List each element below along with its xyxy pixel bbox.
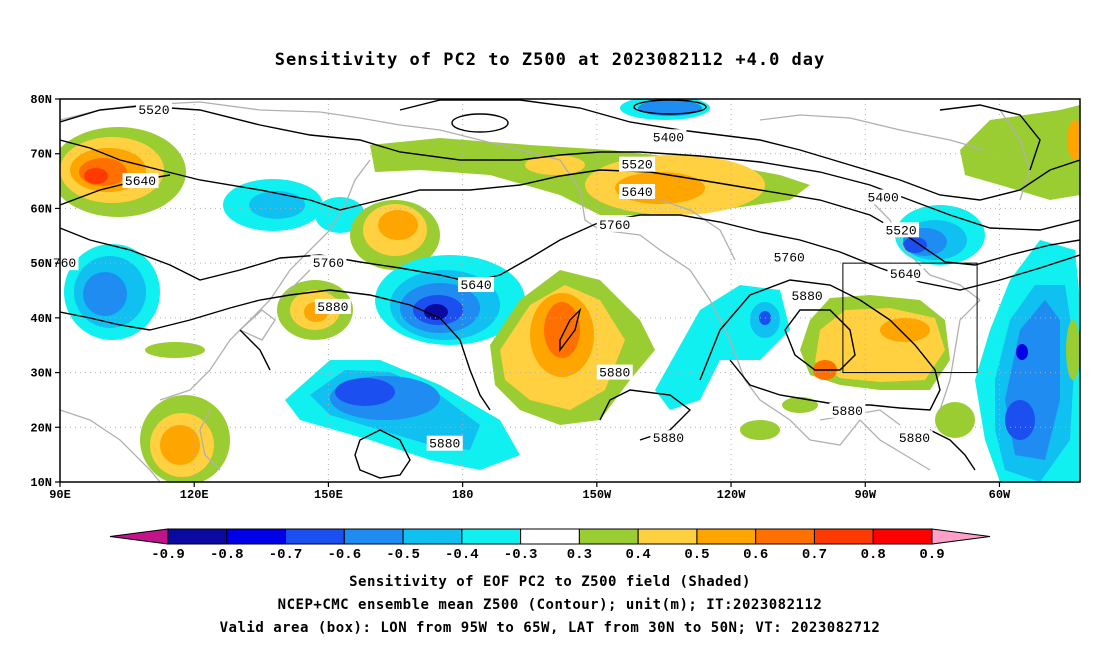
contour-label: 5880: [791, 289, 822, 304]
colorbar-label: 0.7: [802, 547, 827, 563]
lon-tick-label: 120W: [717, 488, 747, 502]
lon-tick-label: 150W: [582, 488, 612, 502]
colorbar-label: 0.8: [861, 547, 886, 563]
contour-label-bg: [865, 189, 902, 205]
map-title: Sensitivity of PC2 to Z500 at 2023082112…: [274, 50, 826, 70]
contour-labels: 5520564054005520564057605760540055205640…: [50, 101, 933, 452]
contour-label: 760: [53, 256, 76, 271]
colorbar-label: -0.3: [504, 547, 538, 563]
lon-tick-label: 120E: [180, 488, 209, 502]
contour-label: 5880: [317, 300, 348, 315]
colorbar-box: [813, 528, 874, 545]
latitude-axis: 80N 70N 60N 50N 40N 30N 20N 10N: [30, 93, 60, 490]
colorbar-box: [343, 528, 404, 545]
colorbar-box: [755, 528, 815, 545]
colorbar-label: 0.4: [626, 547, 651, 563]
colorbar-label: 0.9: [919, 547, 944, 563]
lon-tick-label: 150E: [314, 488, 343, 502]
colorbar-label: -0.7: [269, 547, 303, 563]
colorbar-box: [226, 528, 287, 545]
lat-tick-label: 10N: [30, 476, 52, 490]
colorbar-box: [578, 528, 639, 545]
contour-label-bg: [122, 173, 159, 189]
lat-tick-label: 30N: [30, 367, 52, 381]
colorbar-label: 0.5: [684, 547, 709, 563]
contour-label-bg: [596, 216, 633, 232]
contour-label: 5520: [138, 103, 169, 118]
colorbar-box: [167, 528, 228, 545]
lat-tick-label: 20N: [30, 421, 52, 435]
colorbar-box: [872, 528, 933, 545]
contour-label-bg: [829, 402, 866, 418]
colorbar-label: 0.6: [743, 547, 768, 563]
lat-tick-label: 70N: [30, 148, 52, 162]
contour-label: 5640: [125, 174, 156, 189]
contour-label-bg: [314, 298, 351, 314]
contour-label: 5880: [429, 437, 460, 452]
lat-tick-label: 50N: [30, 257, 52, 271]
contour-label-bg: [650, 430, 687, 446]
contour-label: 5760: [313, 256, 344, 271]
contour-label-bg: [650, 129, 687, 145]
contour-label-bg: [789, 287, 826, 303]
caption-line-2: NCEP+CMC ensemble mean Z500 (Contour); u…: [277, 597, 823, 613]
contour-label-bg: [896, 430, 933, 446]
colorbar-box: [461, 528, 522, 545]
colorbar-box: [402, 528, 463, 545]
contour-label: 5880: [599, 366, 630, 381]
colorbar-label: -0.9: [151, 547, 185, 563]
contour-label-bg: [50, 255, 79, 271]
lon-tick-label: 180: [452, 488, 474, 502]
contour-label: 5880: [832, 404, 863, 419]
contour-label-bg: [310, 255, 347, 271]
contour-label: 5880: [653, 431, 684, 446]
longitude-axis: 90E 120E 150E 180 150W 120W 90W 60W: [49, 482, 1011, 502]
contour-label: 5760: [774, 251, 805, 266]
lat-tick-label: 60N: [30, 202, 52, 216]
contour-label-bg: [771, 249, 808, 265]
sensitivity-shading: [60, 99, 1080, 482]
contour-label-bg: [426, 435, 463, 451]
z500-contours: [60, 99, 1080, 479]
colorbar-box: [637, 528, 698, 545]
colorbar-low-triangle: [109, 528, 169, 545]
caption-line-1: Sensitivity of EOF PC2 to Z500 field (Sh…: [349, 574, 751, 590]
colorbar: -0.9 -0.8 -0.7 -0.6 -0.5 -0.4 -0.3 0.3 0.4 0.5 0.6…: [109, 528, 991, 563]
contour-label: 5880: [899, 431, 930, 446]
colorbar-box: [696, 528, 757, 545]
contour-label: 5640: [890, 267, 921, 282]
contour-label: 5760: [599, 218, 630, 233]
colorbar-label: -0.5: [386, 547, 420, 563]
lat-tick-label: 40N: [30, 312, 52, 326]
contour-label-bg: [883, 222, 920, 238]
lat-tick-label: 80N: [30, 93, 52, 107]
map-frame: [59, 98, 1081, 483]
contour-label: 5520: [885, 223, 916, 238]
contour-label-bg: [619, 156, 656, 172]
colorbar-high-triangle: [931, 528, 991, 545]
colorbar-label: 0.3: [567, 547, 592, 563]
contour-label-bg: [135, 101, 172, 117]
colorbar-label: -0.8: [210, 547, 244, 563]
colorbar-box: [520, 528, 580, 545]
caption-line-3: Valid area (box): LON from 95W to 65W, L…: [219, 620, 881, 636]
lon-tick-label: 60W: [989, 488, 1011, 502]
colorbar-label: -0.6: [328, 547, 362, 563]
lon-tick-label: 90W: [854, 488, 876, 502]
colorbar-box: [285, 528, 345, 545]
contour-label-bg: [596, 364, 633, 380]
contour-label-bg: [619, 184, 656, 200]
contour-label: 5640: [621, 185, 652, 200]
colorbar-label: -0.4: [445, 547, 479, 563]
valid-area-box: [842, 262, 978, 374]
contour-label: 5400: [653, 130, 684, 145]
contour-label: 5520: [621, 158, 652, 173]
contour-label: 5400: [868, 190, 899, 205]
contour-label-bg: [887, 266, 924, 282]
contour-label-bg: [458, 277, 495, 293]
contour-label: 5640: [460, 278, 491, 293]
lon-tick-label: 90E: [49, 488, 71, 502]
